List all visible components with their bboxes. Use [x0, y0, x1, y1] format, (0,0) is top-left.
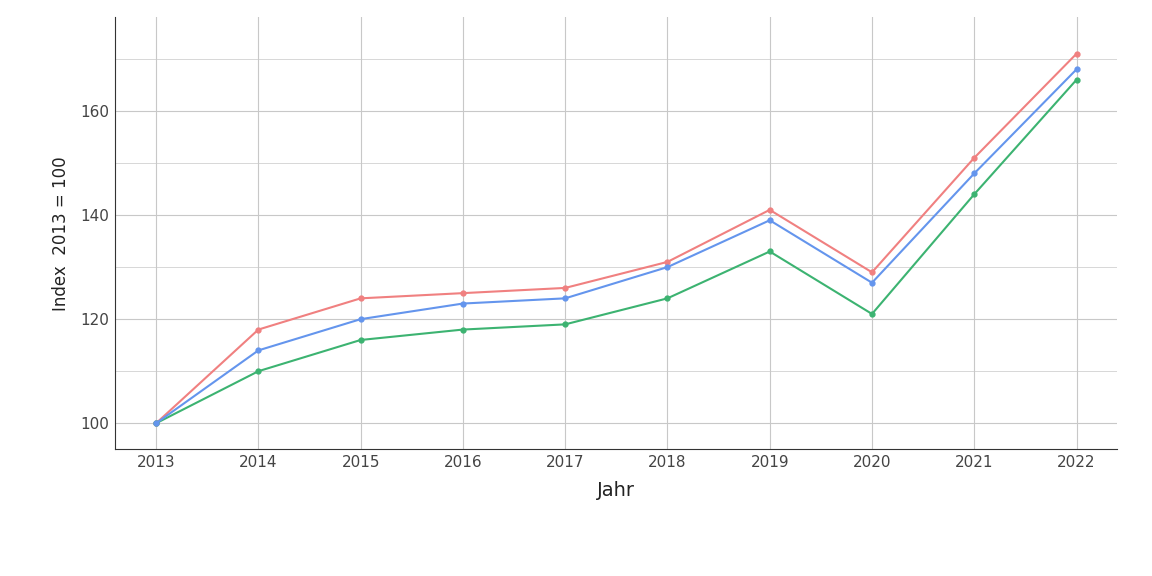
Bezirk RE: [968, 154, 982, 161]
Bezirk RE: [763, 206, 776, 213]
Y-axis label: Index  2013 = 100: Index 2013 = 100: [52, 156, 69, 310]
Bezirk RE: [660, 259, 674, 266]
Line: Reuttener Talkessel: Reuttener Talkessel: [153, 77, 1079, 426]
Tirol: [150, 420, 164, 427]
Tirol: [660, 264, 674, 271]
Tirol: [1069, 66, 1083, 73]
Tirol: [354, 316, 367, 323]
Reuttener Talkessel: [354, 336, 367, 343]
Reuttener Talkessel: [763, 248, 776, 255]
Tirol: [968, 170, 982, 177]
Bezirk RE: [251, 326, 265, 333]
Reuttener Talkessel: [865, 310, 879, 317]
Bezirk RE: [150, 420, 164, 427]
Reuttener Talkessel: [251, 367, 265, 374]
Tirol: [456, 300, 470, 307]
Line: Bezirk RE: Bezirk RE: [153, 51, 1079, 426]
Bezirk RE: [865, 269, 879, 276]
Reuttener Talkessel: [660, 295, 674, 302]
Tirol: [865, 279, 879, 286]
Bezirk RE: [456, 290, 470, 297]
Reuttener Talkessel: [456, 326, 470, 333]
Tirol: [559, 295, 573, 302]
Tirol: [251, 347, 265, 354]
Reuttener Talkessel: [559, 321, 573, 328]
Reuttener Talkessel: [1069, 76, 1083, 83]
Bezirk RE: [354, 295, 367, 302]
Reuttener Talkessel: [968, 191, 982, 198]
Tirol: [763, 217, 776, 223]
Reuttener Talkessel: [150, 420, 164, 427]
Bezirk RE: [1069, 50, 1083, 57]
Bezirk RE: [559, 285, 573, 291]
X-axis label: Jahr: Jahr: [598, 481, 635, 500]
Line: Tirol: Tirol: [153, 67, 1079, 426]
